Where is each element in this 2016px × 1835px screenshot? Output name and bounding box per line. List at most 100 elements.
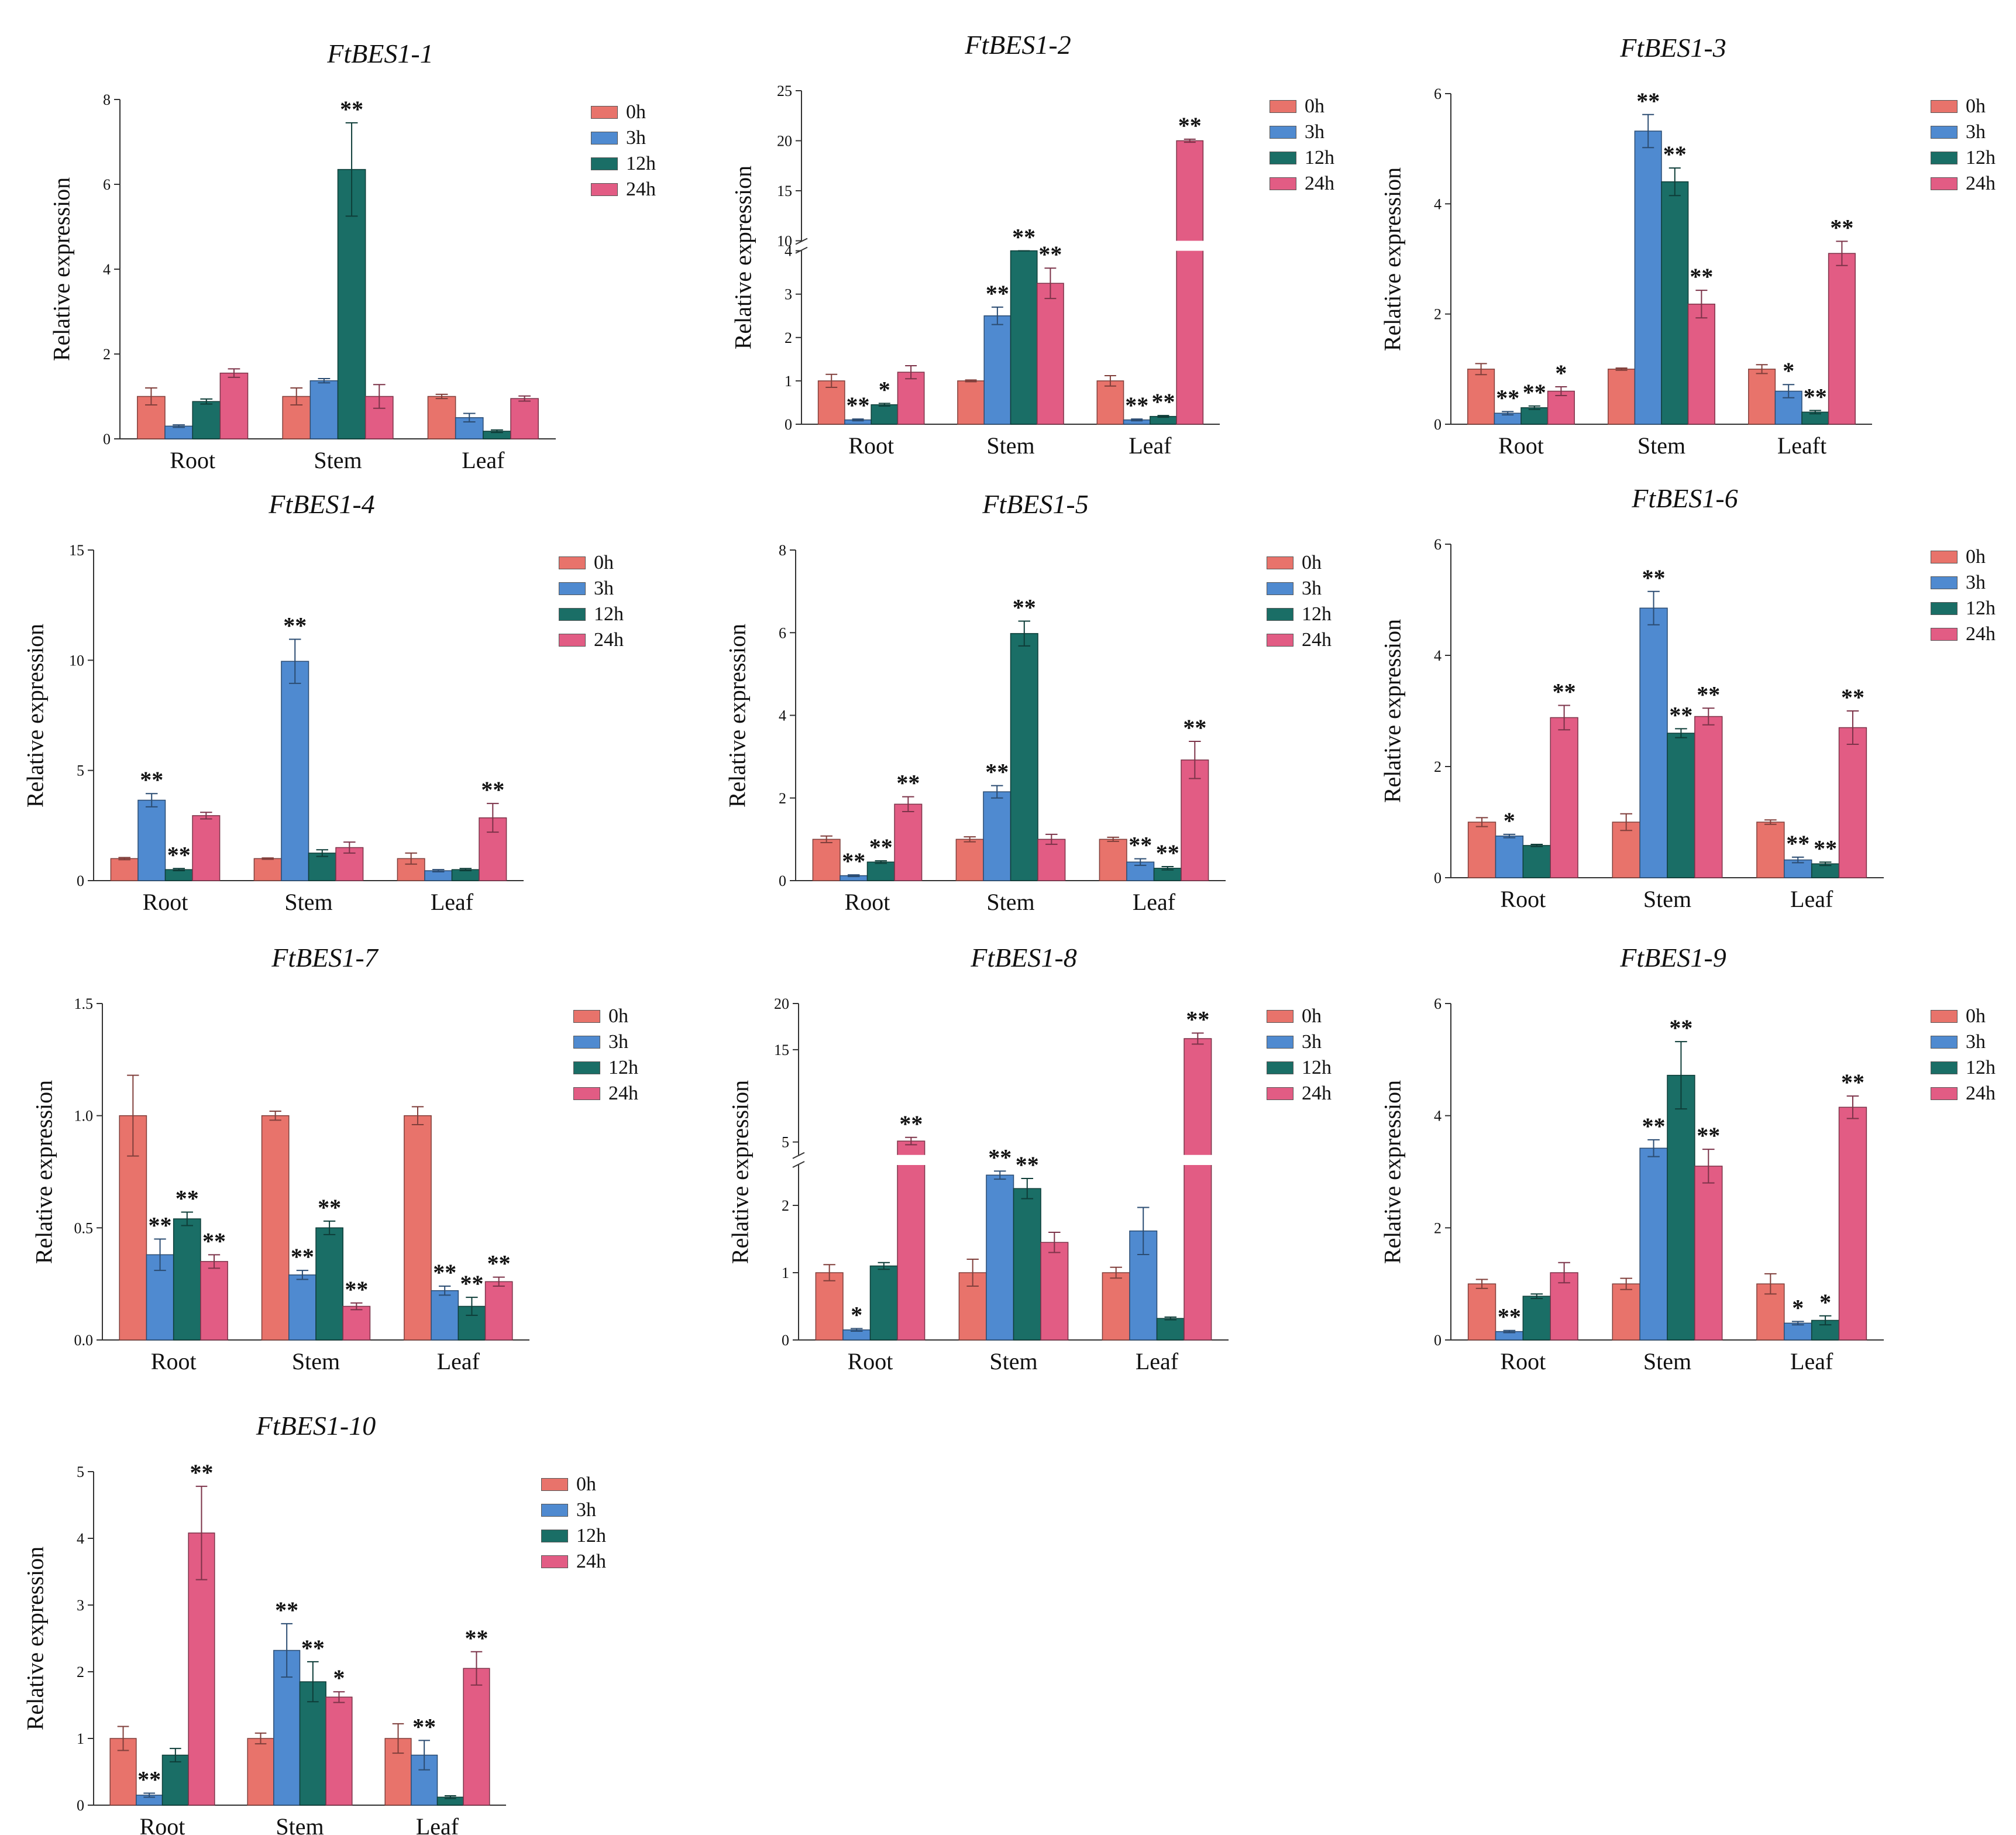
legend-label: 3h (1966, 121, 1986, 143)
bar (192, 401, 221, 439)
bar (986, 1174, 1014, 1341)
legend-item: 24h (1267, 1081, 1332, 1104)
error-bar (1764, 1273, 1777, 1295)
bar (1181, 760, 1209, 881)
error-bar (439, 1286, 451, 1296)
x-tick-label: Leaf (462, 447, 505, 473)
error-bar (143, 1792, 155, 1798)
significance-label: ** (1125, 392, 1148, 418)
bar (288, 1274, 316, 1341)
legend-swatch (541, 1530, 568, 1543)
y-tick-label: 5 (77, 762, 84, 779)
legend-item: 3h (1931, 1029, 1986, 1053)
bar (137, 396, 166, 439)
error-bar (1107, 836, 1119, 842)
significance-label: ** (1129, 832, 1152, 858)
chart-title: FtBES1-1 (327, 39, 434, 68)
legend-item: 12h (1931, 1055, 1996, 1078)
error-bar (145, 793, 158, 807)
legend-label: 24h (1966, 1083, 1996, 1105)
legend-swatch (1931, 1087, 1957, 1101)
legend-label: 24h (1302, 629, 1332, 651)
significance-label: ** (1814, 835, 1837, 861)
legend-swatch (1931, 126, 1957, 139)
bar (1010, 633, 1038, 881)
error-bar (1475, 1279, 1488, 1289)
y-tick-label: 5 (782, 1134, 789, 1151)
legend-swatch (1267, 1087, 1293, 1101)
legend-swatch (573, 1061, 600, 1075)
legend-item: 24h (1931, 1081, 1996, 1104)
error-bar (1675, 728, 1687, 738)
bar (1176, 140, 1204, 425)
significance-label: ** (149, 1212, 172, 1239)
legend-swatch (1270, 100, 1296, 114)
error-bar (1192, 1032, 1204, 1045)
significance-label: ** (301, 1635, 325, 1661)
legend-label: 24h (1966, 173, 1996, 195)
error-bar (964, 836, 976, 843)
y-tick-label: 8 (103, 91, 111, 108)
error-bar (1044, 267, 1057, 300)
error-bar (1791, 1321, 1804, 1326)
error-bar (333, 1691, 345, 1703)
y-tick-label: 15 (774, 1042, 789, 1059)
legend-item: 12h (559, 602, 624, 625)
y-tick-label: 2 (103, 346, 111, 363)
error-bar (318, 378, 331, 384)
x-tick-label: Root (143, 889, 188, 915)
legend-item: 0h (591, 99, 646, 123)
y-tick-label: 2 (779, 790, 786, 807)
legend-label: 12h (594, 603, 624, 626)
y-tick-label: 4 (779, 707, 786, 724)
significance-label: ** (167, 841, 191, 868)
bar (1612, 1283, 1640, 1341)
error-bar (288, 638, 301, 684)
legend-swatch (573, 1087, 600, 1101)
bar (1037, 839, 1066, 881)
bar (1694, 716, 1723, 878)
legend-label: 3h (608, 1031, 628, 1053)
axis-break-mark (792, 1152, 805, 1168)
legend-label: 0h (1966, 546, 1986, 568)
significance-label: * (1783, 358, 1794, 384)
error-bar (1783, 384, 1795, 398)
x-tick-label: Root (848, 1348, 893, 1374)
y-tick-label: 4 (103, 261, 111, 278)
error-bar (1791, 856, 1804, 864)
y-tick-label: 2 (77, 1664, 84, 1681)
error-bar (1021, 1178, 1034, 1200)
y-tick-label: 6 (1434, 85, 1442, 102)
x-tick-label: Root (1500, 886, 1546, 912)
legend-swatch (591, 157, 618, 171)
legend-swatch (1931, 177, 1957, 191)
y-tick-label: 4 (1434, 195, 1442, 212)
legend-swatch (1931, 152, 1957, 165)
legend-swatch (1267, 634, 1293, 647)
legend-label: 0h (1305, 95, 1324, 118)
error-bar (1189, 740, 1201, 779)
x-tick-label: Stem (1643, 1348, 1691, 1374)
bar-chart: 0 5 10 15 Root ** ** Stem ** Leaf ** (69, 542, 524, 915)
bar (192, 815, 221, 881)
significance-label: ** (1697, 1122, 1720, 1149)
y-axis-label: Relative expression (1379, 167, 1406, 351)
legend-label: 24h (1302, 1083, 1332, 1105)
significance-label: ** (275, 1597, 298, 1623)
y-tick-label: 4 (785, 243, 792, 260)
x-tick-label: Root (845, 889, 890, 915)
legend-swatch (1931, 100, 1957, 114)
error-bar (435, 393, 448, 400)
error-bar (1502, 411, 1514, 415)
legend-swatch (1270, 177, 1296, 191)
x-tick-label: Stem (989, 1348, 1037, 1374)
error-bar (1558, 705, 1570, 731)
error-bar (459, 868, 472, 872)
y-axis-label: Relative expression (30, 1080, 57, 1264)
y-tick-label: 10 (777, 233, 792, 250)
bar (1096, 380, 1124, 425)
error-bar (1695, 290, 1708, 319)
x-tick-label: Root (1500, 1348, 1546, 1374)
error-bar (487, 803, 499, 833)
